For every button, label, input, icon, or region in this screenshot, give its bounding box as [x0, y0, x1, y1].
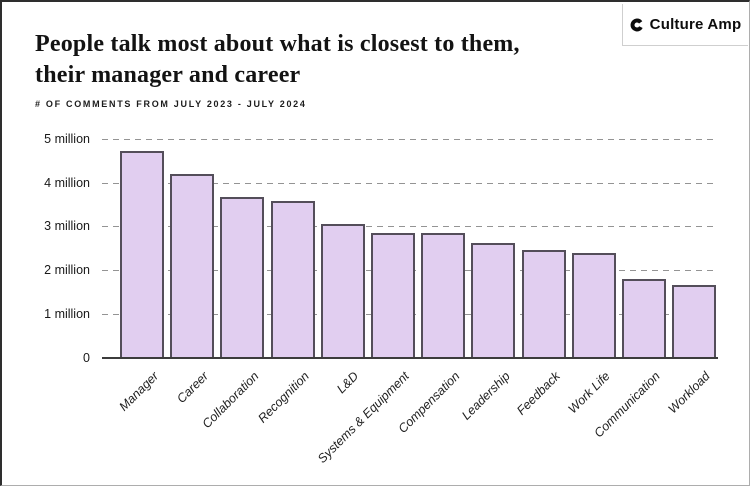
bar-work-life	[571, 253, 616, 358]
brand-name: Culture Amp	[649, 16, 742, 33]
bar-recognition	[270, 201, 315, 358]
page-title-line1: People talk most about what is closest t…	[35, 31, 520, 57]
xtick-label-l-d: L&D	[334, 369, 362, 397]
bar-compensation	[421, 233, 466, 358]
chart-subtitle: # OF COMMENTS FROM JULY 2023 - JULY 2024	[35, 99, 307, 109]
ytick-label-3-million: 3 million	[44, 219, 90, 234]
ytick-label-2-million: 2 million	[44, 263, 90, 278]
ytick-label-0: 0	[83, 350, 90, 365]
xtick-label-leadership: Leadership	[458, 369, 513, 423]
xtick-label-recognition: Recognition	[254, 369, 312, 426]
xtick-label-career: Career	[174, 369, 212, 406]
ytick-label-5-million: 5 million	[44, 132, 90, 146]
bar-systems-equipment	[371, 233, 415, 358]
bar-leadership	[471, 243, 516, 358]
bar-feedback	[521, 249, 566, 358]
xtick-label-feedback: Feedback	[513, 369, 563, 418]
gridline-5m	[102, 139, 718, 140]
gridline-4m	[102, 182, 718, 184]
brand-logo-box: Culture Amp	[622, 4, 748, 46]
xtick-label-workload: Workload	[665, 369, 714, 417]
xtick-label-systems-equipment: Systems & Equipment	[315, 369, 412, 466]
bar-communication	[622, 278, 666, 358]
bar-collaboration	[220, 196, 265, 358]
bar-manager	[120, 151, 164, 358]
page-title-line2: their manager and career	[35, 62, 301, 88]
bar-workload	[672, 284, 717, 358]
ytick-label-1-million: 1 million	[44, 306, 90, 321]
x-axis-line	[102, 356, 718, 359]
page-title: People talk most about what is closest t…	[35, 29, 520, 91]
gridline-3m	[102, 226, 718, 228]
culture-amp-c-mark-icon	[630, 18, 644, 31]
bar-career	[170, 173, 215, 358]
bar-l-d	[320, 224, 365, 358]
ytick-label-4-million: 4 million	[44, 175, 90, 190]
xtick-label-manager: Manager	[116, 369, 161, 414]
xtick-label-work-life: Work Life	[565, 369, 613, 417]
